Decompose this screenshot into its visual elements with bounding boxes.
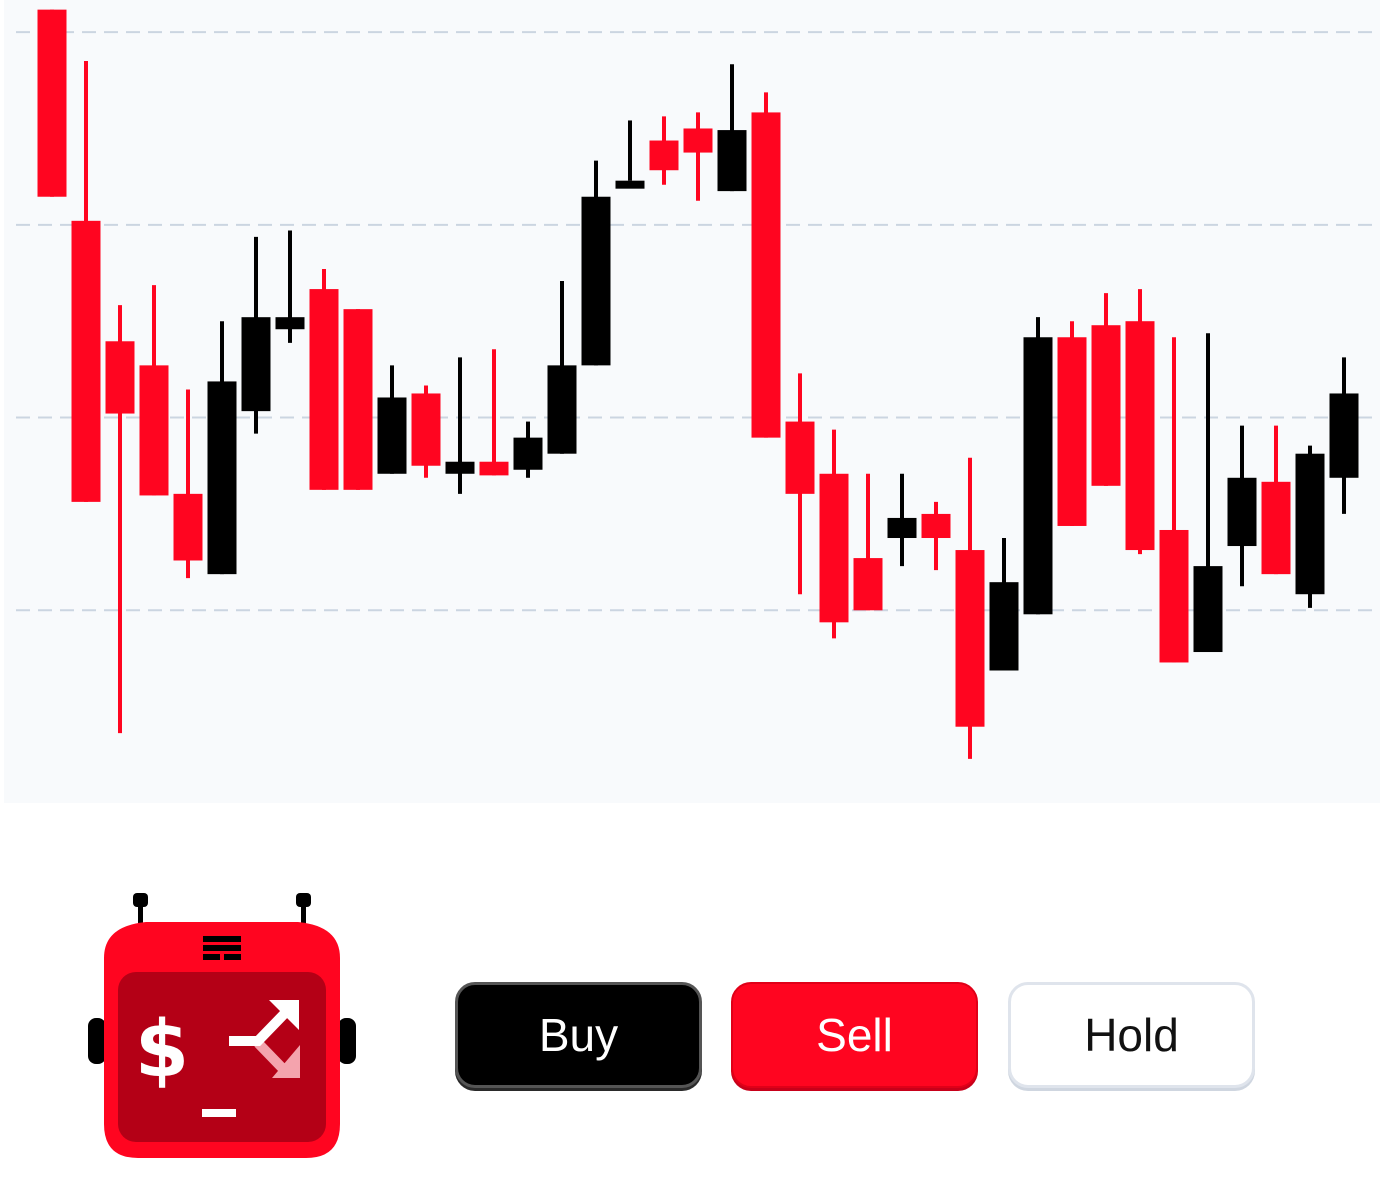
grille-icon — [203, 936, 241, 960]
candle — [411, 385, 441, 478]
candle — [1329, 357, 1359, 514]
candle — [751, 92, 781, 438]
candle — [71, 61, 101, 502]
candle — [1023, 317, 1053, 615]
candlestick-chart — [4, 0, 1380, 803]
candle — [275, 230, 305, 343]
candle-body — [955, 550, 985, 727]
candle — [649, 116, 679, 185]
candle-body — [411, 393, 441, 466]
candle — [1125, 289, 1155, 555]
candle-body — [1125, 321, 1155, 551]
hold-button[interactable]: Hold — [1008, 982, 1255, 1088]
candle — [105, 305, 135, 734]
chart-gridlines — [16, 31, 1380, 612]
candle-body — [445, 461, 475, 474]
candle-body — [751, 112, 781, 438]
buy-button[interactable]: Buy — [455, 982, 702, 1088]
candle — [955, 457, 985, 759]
candle — [785, 373, 815, 595]
candle-body — [139, 365, 169, 496]
bot-logo-icon: $ — [88, 893, 356, 1158]
candle — [615, 120, 645, 189]
candle — [921, 501, 951, 571]
candle-body — [1159, 529, 1189, 663]
candle-body — [1091, 325, 1121, 486]
left-ear-icon — [88, 1018, 106, 1064]
candle — [989, 538, 1019, 671]
candle — [1261, 425, 1291, 575]
chart-plot-area — [16, 9, 1380, 759]
candle-body — [1295, 453, 1325, 595]
candle-body — [1227, 477, 1257, 547]
candle-body — [207, 381, 237, 575]
candle — [309, 269, 339, 490]
candle — [139, 285, 169, 496]
bot-screen — [118, 972, 326, 1142]
candle-body — [853, 558, 883, 611]
candle-body — [173, 493, 203, 561]
candle — [547, 281, 577, 454]
candle — [207, 321, 237, 575]
candle-body — [513, 437, 543, 470]
candle-body — [479, 461, 509, 476]
candle-body — [683, 128, 713, 153]
candle — [887, 473, 917, 567]
candle-body — [615, 180, 645, 189]
candle — [1193, 333, 1223, 653]
candle — [37, 9, 67, 197]
candle — [853, 473, 883, 611]
candle — [1159, 337, 1189, 663]
candle — [513, 421, 543, 478]
candle-body — [275, 317, 305, 330]
candle — [1091, 293, 1121, 486]
candle-body — [989, 582, 1019, 671]
candle — [377, 365, 407, 474]
dollar-icon: $ — [135, 1005, 189, 1095]
candle — [1295, 445, 1325, 608]
candle-body — [1329, 393, 1359, 478]
candle — [717, 64, 747, 192]
candle — [241, 236, 271, 434]
candle-body — [37, 9, 67, 197]
candle-body — [1023, 337, 1053, 615]
candle — [1057, 321, 1087, 526]
antenna-icon — [133, 893, 311, 931]
candle-body — [819, 473, 849, 623]
candle-body — [717, 130, 747, 192]
candle-body — [921, 513, 951, 539]
trend-arrow-icon — [229, 1000, 300, 1078]
candle-body — [343, 309, 373, 490]
candle-body — [241, 317, 271, 412]
candle-body — [1193, 566, 1223, 653]
sell-button[interactable]: Sell — [731, 982, 978, 1088]
candle-body — [1261, 481, 1291, 575]
bot-mouth-icon — [202, 1109, 236, 1117]
candle-body — [105, 341, 135, 414]
candle — [683, 112, 713, 201]
candle-body — [547, 365, 577, 454]
candle — [1227, 425, 1257, 587]
candle-body — [581, 196, 611, 366]
candle — [479, 349, 509, 476]
candle — [343, 309, 373, 490]
right-ear-icon — [338, 1018, 356, 1064]
candle-body — [1057, 337, 1087, 526]
candle — [445, 357, 475, 494]
candle-body — [309, 289, 339, 490]
candle-body — [377, 397, 407, 474]
candle-body — [71, 220, 101, 502]
candle — [173, 389, 203, 579]
chart-candles — [37, 9, 1359, 759]
candle-body — [785, 421, 815, 494]
candle — [581, 160, 611, 366]
candle-body — [887, 517, 917, 539]
candle — [819, 429, 849, 639]
candle-body — [649, 140, 679, 171]
